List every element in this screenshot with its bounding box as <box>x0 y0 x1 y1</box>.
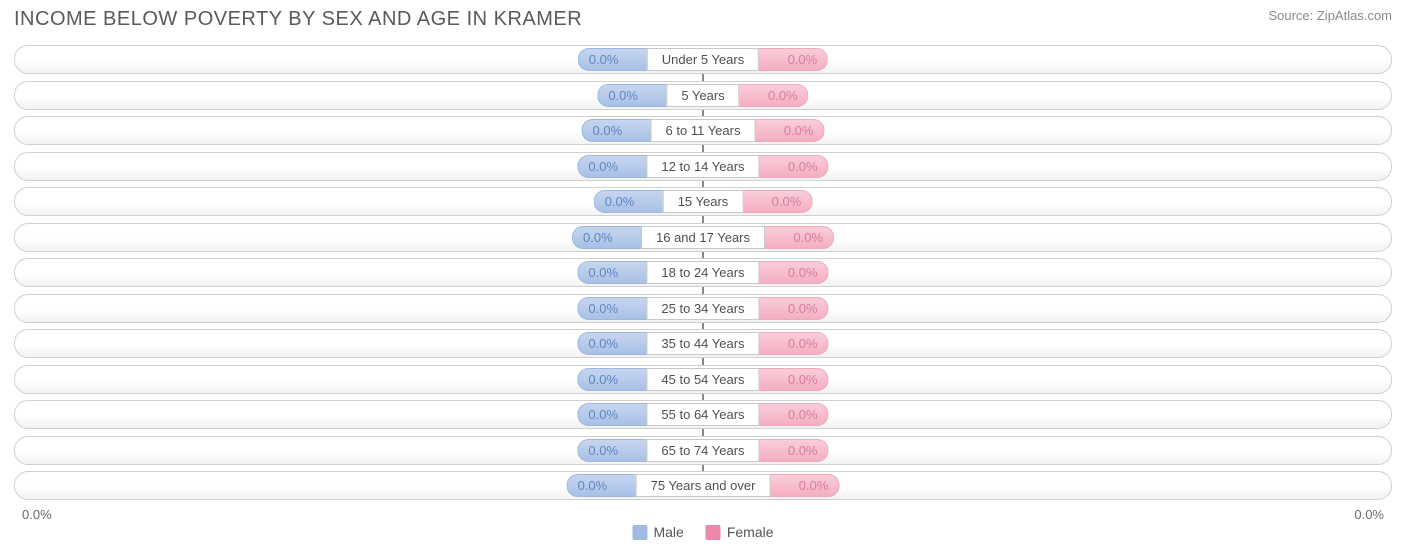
row-center-group: 0.0%55 to 64 Years0.0% <box>577 400 828 429</box>
axis-right-label: 0.0% <box>1354 507 1384 522</box>
male-bar: 0.0% <box>577 155 647 178</box>
female-bar: 0.0% <box>759 261 829 284</box>
row-center-group: 0.0%25 to 34 Years0.0% <box>577 294 828 323</box>
category-label: 25 to 34 Years <box>646 297 759 320</box>
female-bar: 0.0% <box>759 439 829 462</box>
male-bar: 0.0% <box>567 474 637 497</box>
chart-row: 0.0%5 Years0.0% <box>14 81 1392 110</box>
row-center-group: 0.0%65 to 74 Years0.0% <box>577 436 828 465</box>
category-label: 18 to 24 Years <box>646 261 759 284</box>
category-label: 45 to 54 Years <box>646 368 759 391</box>
legend: Male Female <box>632 524 773 540</box>
female-bar: 0.0% <box>754 119 824 142</box>
male-bar: 0.0% <box>582 119 652 142</box>
row-center-group: 0.0%15 Years0.0% <box>594 187 813 216</box>
female-bar: 0.0% <box>759 297 829 320</box>
legend-item-female: Female <box>706 524 774 540</box>
chart-row: 0.0%16 and 17 Years0.0% <box>14 223 1392 252</box>
chart-row: 0.0%65 to 74 Years0.0% <box>14 436 1392 465</box>
legend-swatch-female <box>706 525 721 540</box>
chart-row: 0.0%35 to 44 Years0.0% <box>14 329 1392 358</box>
category-label: 15 Years <box>663 190 744 213</box>
category-label: 5 Years <box>666 84 739 107</box>
male-bar: 0.0% <box>572 226 642 249</box>
male-bar: 0.0% <box>577 332 647 355</box>
legend-label-male: Male <box>653 524 683 540</box>
chart-row: 0.0%25 to 34 Years0.0% <box>14 294 1392 323</box>
male-bar: 0.0% <box>578 48 648 71</box>
chart-row: 0.0%6 to 11 Years0.0% <box>14 116 1392 145</box>
x-axis: 0.0% 0.0% <box>22 507 1384 522</box>
female-bar: 0.0% <box>759 332 829 355</box>
male-bar: 0.0% <box>577 261 647 284</box>
chart-row: 0.0%55 to 64 Years0.0% <box>14 400 1392 429</box>
female-bar: 0.0% <box>759 368 829 391</box>
male-bar: 0.0% <box>594 190 664 213</box>
male-bar: 0.0% <box>597 84 667 107</box>
female-bar: 0.0% <box>759 403 829 426</box>
male-bar: 0.0% <box>577 403 647 426</box>
row-center-group: 0.0%12 to 14 Years0.0% <box>577 152 828 181</box>
axis-left-label: 0.0% <box>22 507 52 522</box>
row-center-group: 0.0%6 to 11 Years0.0% <box>582 116 825 145</box>
row-center-group: 0.0%45 to 54 Years0.0% <box>577 365 828 394</box>
legend-label-female: Female <box>727 524 774 540</box>
category-label: 65 to 74 Years <box>646 439 759 462</box>
male-bar: 0.0% <box>577 368 647 391</box>
chart-row: 0.0%15 Years0.0% <box>14 187 1392 216</box>
row-center-group: 0.0%Under 5 Years0.0% <box>578 45 828 74</box>
chart-header: INCOME BELOW POVERTY BY SEX AND AGE IN K… <box>0 0 1406 31</box>
male-bar: 0.0% <box>577 297 647 320</box>
chart-row: 0.0%45 to 54 Years0.0% <box>14 365 1392 394</box>
legend-swatch-male <box>632 525 647 540</box>
category-label: 16 and 17 Years <box>641 226 765 249</box>
chart-row: 0.0%Under 5 Years0.0% <box>14 45 1392 74</box>
chart-title: INCOME BELOW POVERTY BY SEX AND AGE IN K… <box>14 8 582 31</box>
category-label: 6 to 11 Years <box>651 119 756 142</box>
row-center-group: 0.0%75 Years and over0.0% <box>567 471 840 500</box>
category-label: 35 to 44 Years <box>646 332 759 355</box>
chart-row: 0.0%18 to 24 Years0.0% <box>14 258 1392 287</box>
female-bar: 0.0% <box>764 226 834 249</box>
chart-row: 0.0%75 Years and over0.0% <box>14 471 1392 500</box>
female-bar: 0.0% <box>742 190 812 213</box>
category-label: 12 to 14 Years <box>646 155 759 178</box>
category-label: 55 to 64 Years <box>646 403 759 426</box>
category-label: Under 5 Years <box>647 48 759 71</box>
row-center-group: 0.0%35 to 44 Years0.0% <box>577 329 828 358</box>
male-bar: 0.0% <box>577 439 647 462</box>
chart-area: 0.0%Under 5 Years0.0%0.0%5 Years0.0%0.0%… <box>14 45 1392 500</box>
female-bar: 0.0% <box>739 84 809 107</box>
female-bar: 0.0% <box>759 155 829 178</box>
category-label: 75 Years and over <box>636 474 771 497</box>
chart-source: Source: ZipAtlas.com <box>1268 8 1392 23</box>
row-center-group: 0.0%16 and 17 Years0.0% <box>572 223 834 252</box>
chart-row: 0.0%12 to 14 Years0.0% <box>14 152 1392 181</box>
row-center-group: 0.0%5 Years0.0% <box>597 81 808 110</box>
row-center-group: 0.0%18 to 24 Years0.0% <box>577 258 828 287</box>
female-bar: 0.0% <box>769 474 839 497</box>
female-bar: 0.0% <box>758 48 828 71</box>
legend-item-male: Male <box>632 524 683 540</box>
